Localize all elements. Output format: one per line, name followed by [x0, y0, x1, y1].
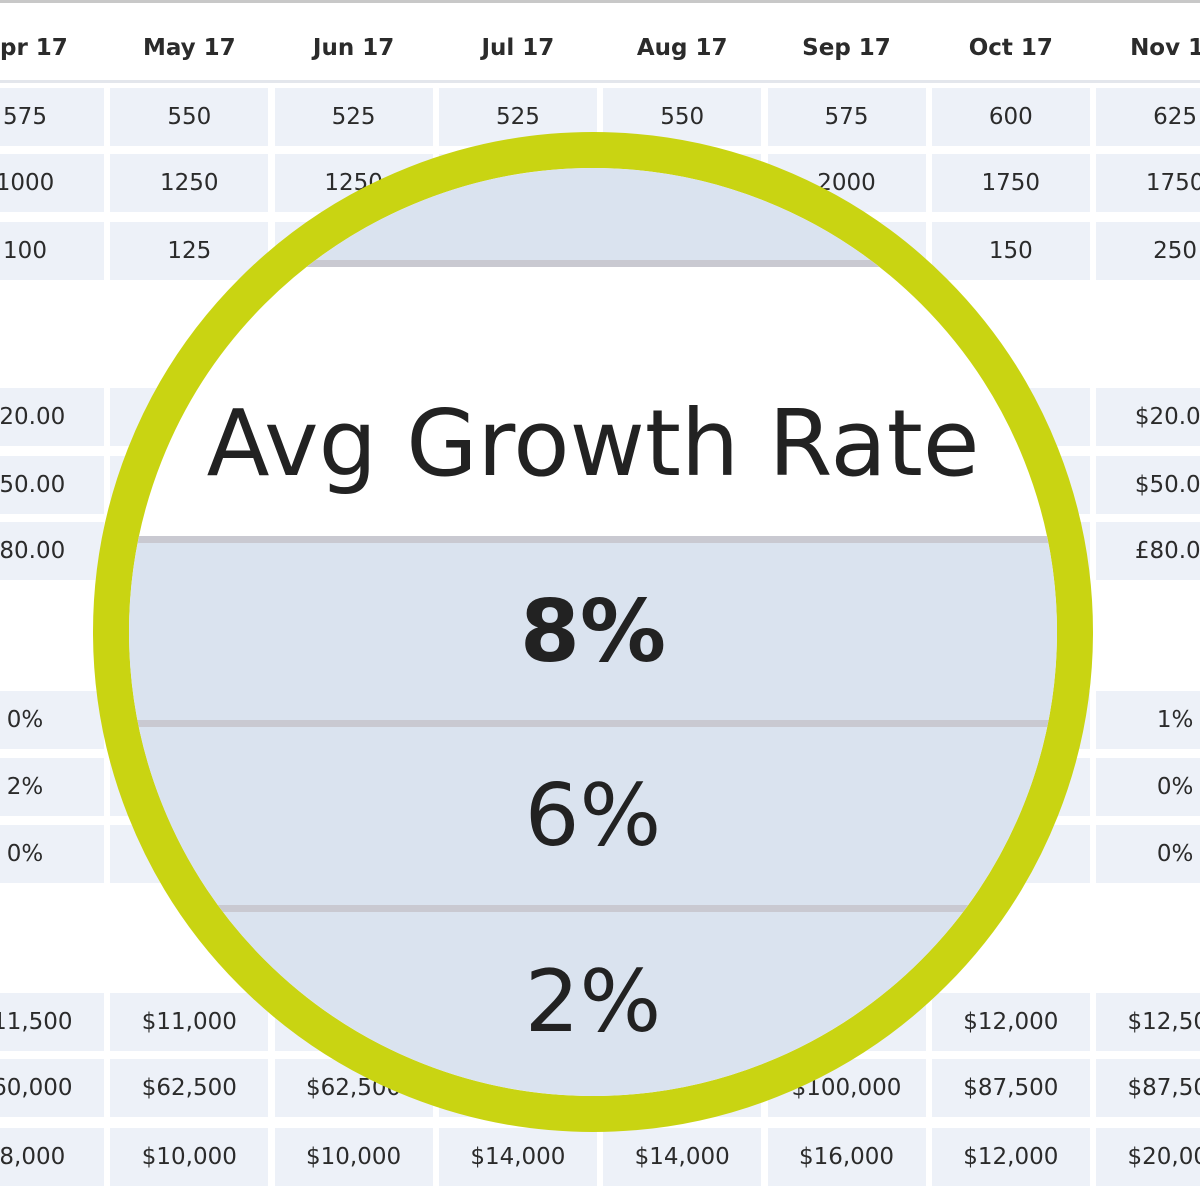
separator	[129, 536, 1057, 543]
cell: $20,000	[1096, 1128, 1200, 1186]
cell: $50.00	[0, 456, 104, 514]
cell: $20.00	[1096, 388, 1200, 446]
magnified-value: 8%	[129, 543, 1057, 720]
cell: 0%	[0, 825, 104, 883]
cell: $11,500	[0, 993, 104, 1051]
cell: 0%	[1096, 825, 1200, 883]
magnified-value: 6%	[129, 727, 1057, 905]
separator	[129, 905, 1057, 912]
cell: 575	[0, 88, 104, 146]
separator	[129, 260, 1057, 267]
column-header: Jun 17	[312, 35, 395, 61]
cell: $20.00	[0, 388, 104, 446]
cell: 1%	[1096, 691, 1200, 749]
cell: $8,000	[0, 1128, 104, 1186]
row-band	[129, 168, 1057, 262]
column-header: Nov 17	[1130, 35, 1200, 61]
column-header: Oct 17	[968, 35, 1053, 61]
cell: 525	[274, 88, 433, 146]
border	[0, 0, 1200, 3]
cell: $12,000	[931, 1128, 1090, 1186]
cell: 1750	[1096, 154, 1200, 212]
cell: 0%	[0, 691, 104, 749]
magnifier: Avg Growth Rate 8% 6% 2%	[93, 132, 1093, 1132]
magnified-value: 2%	[129, 912, 1057, 1096]
column-header: May 17	[142, 35, 236, 61]
cell: $14,000	[438, 1128, 597, 1186]
column-header: Aug 17	[636, 35, 728, 61]
cell: 250	[1096, 222, 1200, 280]
header-line	[0, 80, 1200, 83]
cell: $60,000	[0, 1059, 104, 1117]
cell: $50.00	[1096, 456, 1200, 514]
cell: 550	[110, 88, 269, 146]
cell: $12,500	[1096, 993, 1200, 1051]
cell: $87,500	[1096, 1059, 1200, 1117]
cell: 575	[767, 88, 926, 146]
cell: £80.00	[0, 522, 104, 580]
cell: 625	[1096, 88, 1200, 146]
separator	[129, 720, 1057, 727]
cell: £80.00	[1096, 522, 1200, 580]
column-header: Jul 17	[481, 35, 555, 61]
cell: 1000	[0, 154, 104, 212]
magnifier-title: Avg Growth Rate	[206, 389, 980, 497]
cell: $10,000	[274, 1128, 433, 1186]
cell: $14,000	[603, 1128, 762, 1186]
column-header: Apr 17	[0, 35, 68, 61]
cell: $10,000	[110, 1128, 269, 1186]
cell: 0%	[1096, 758, 1200, 816]
column-header: Sep 17	[802, 35, 891, 61]
cell: 100	[0, 222, 104, 280]
cell: 600	[931, 88, 1090, 146]
cell: 2%	[0, 758, 104, 816]
cell: $16,000	[767, 1128, 926, 1186]
